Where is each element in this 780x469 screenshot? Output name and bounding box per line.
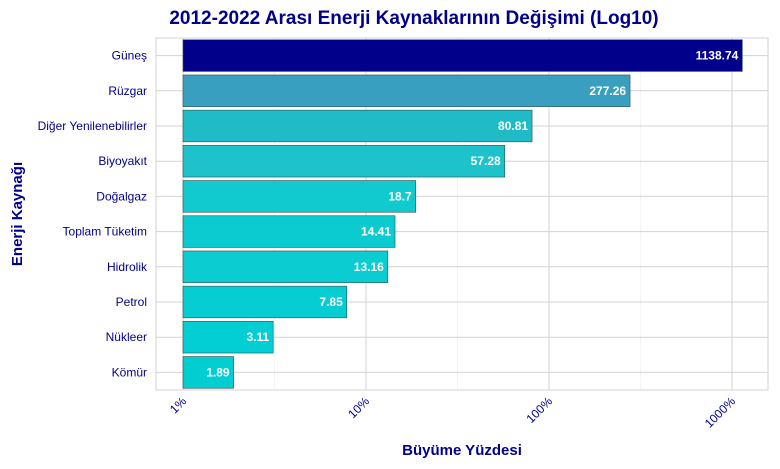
y-axis-title: Enerji Kaynağı [9,162,26,266]
bar-8 [182,321,274,354]
bar-3 [182,145,506,178]
category-label-1: Rüzgar [108,84,147,98]
x-tick-labels: 1% 10% 100% 1000% [167,394,738,431]
bar-9 [182,356,234,389]
category-label-5: Toplam Tüketim [63,225,147,239]
bar-5 [182,215,396,248]
category-label-9: Kömür [112,365,147,379]
category-label-4: Doğalgaz [96,189,147,203]
bar-4 [182,180,417,213]
x-tick-label-2: 100% [524,394,556,426]
category-labels: Güneş Rüzgar Diğer Yenilenebilirler Biyoyak… [38,49,148,380]
value-label-1: 277.26 [589,84,626,98]
category-label-2: Diğer Yenilenebilirler [38,119,147,133]
value-label-3: 57.28 [471,154,501,168]
bar-0 [182,39,743,72]
category-label-7: Petrol [116,295,147,309]
x-tick-label-1: 10% [345,394,372,421]
value-label-0: 1138.74 [696,49,739,63]
bar-7 [182,285,348,319]
category-label-3: Biyoyakıt [98,154,147,168]
bar-1 [182,74,631,107]
plot-panel-border [155,37,769,391]
category-label-8: Nükleer [106,330,147,344]
value-labels: 1138.74 277.26 80.81 57.28 18.7 14.41 13.16 7.8… [206,49,738,380]
x-tick-label-3: 1000% [702,394,739,431]
bars [182,39,743,389]
x-tick-label-0: 1% [167,394,189,416]
value-label-8: 3.11 [246,330,269,344]
value-label-4: 18.7 [388,189,412,203]
value-label-9: 1.89 [206,365,230,379]
value-label-7: 7.85 [319,295,343,309]
value-label-6: 13.16 [354,260,384,274]
value-label-5: 14.41 [361,225,391,239]
bar-2 [182,109,533,143]
bar-6 [182,250,389,283]
chart-title: 2012-2022 Arası Enerji Kaynaklarının Değ… [169,8,658,29]
x-axis-title: Büyüme Yüzdesi [402,442,522,459]
category-label-0: Güneş [112,49,147,63]
category-label-6: Hidrolik [107,260,148,274]
value-label-2: 80.81 [498,119,528,133]
